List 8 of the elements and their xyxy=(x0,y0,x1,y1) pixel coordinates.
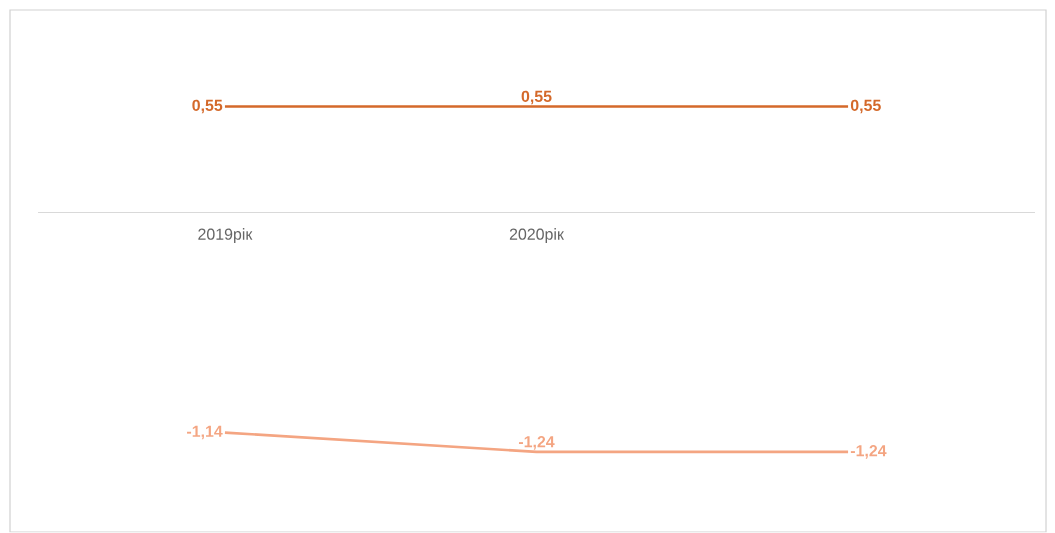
x-tick-label: 2020рік xyxy=(509,228,564,244)
data-label: -1,24 xyxy=(850,445,887,459)
data-label: -1,24 xyxy=(518,436,555,450)
x-tick-label: 2019рік xyxy=(198,228,253,244)
data-label: -1,14 xyxy=(187,426,223,440)
data-label: 0,55 xyxy=(192,99,223,114)
data-label: 0,55 xyxy=(521,90,552,105)
data-label: 0,55 xyxy=(850,99,881,114)
